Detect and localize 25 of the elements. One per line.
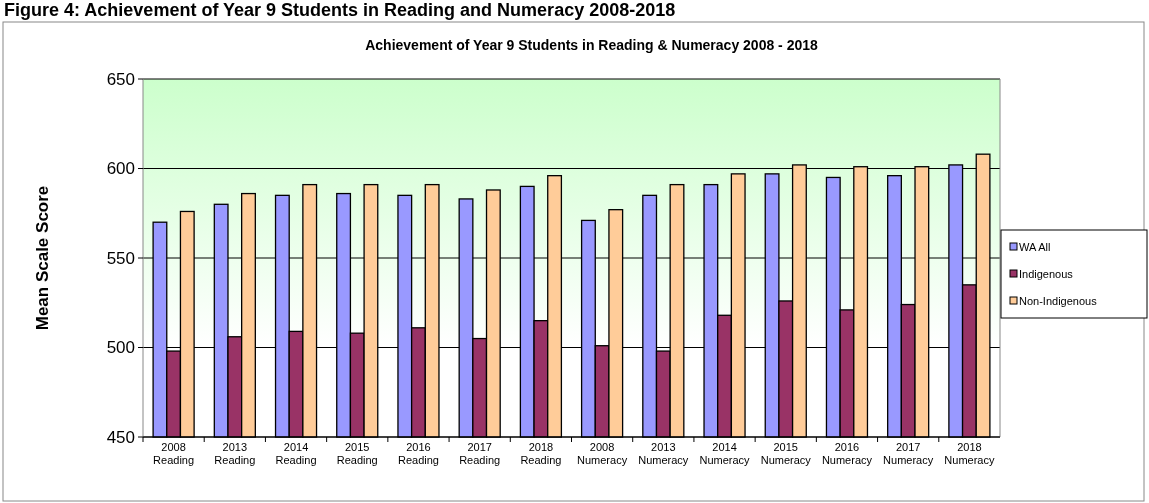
x-tick-label: 2018 Numeracy <box>944 441 995 466</box>
legend-label: Indigenous <box>1019 267 1074 280</box>
y-tick-label: 600 <box>106 159 135 179</box>
y-axis-title: Mean Scale Score <box>33 185 52 331</box>
x-tick-label: 2017 Numeracy <box>883 441 934 466</box>
legend-label: WA All <box>1019 240 1051 253</box>
x-tick-label: 2013 Numeracy <box>638 441 689 466</box>
x-tick-label: 2008 Reading <box>153 441 195 466</box>
x-tick-label: 2014 Numeracy <box>699 441 751 466</box>
x-tick-label: 2016 Numeracy <box>821 441 873 466</box>
x-tick-label: 2013 Reading <box>214 441 256 466</box>
y-tick-label: 500 <box>106 338 135 358</box>
x-tick-label: 2014 Reading <box>275 441 317 466</box>
y-tick-label: 550 <box>106 248 135 268</box>
y-tick-label: 650 <box>106 69 135 89</box>
x-tick-label: 2018 Reading <box>520 441 562 466</box>
x-tick-label: 2008 Numeracy <box>577 441 628 466</box>
chart-title: Achievement of Year 9 Students in Reading & Numeracy 2008 - 2018 <box>365 37 818 53</box>
y-tick-label: 450 <box>106 427 135 447</box>
caption: Figure 4: Achievement of Year 9 Students in Reading and Numeracy 2008-2018 <box>4 0 676 20</box>
legend-label: Non-Indigenous <box>1019 294 1098 307</box>
x-tick-label: 2015 Numeracy <box>760 441 812 466</box>
x-tick-label: 2015 Reading <box>336 441 378 466</box>
x-tick-label: 2017 Reading <box>459 441 501 466</box>
x-tick-label: 2016 Reading <box>397 441 439 466</box>
